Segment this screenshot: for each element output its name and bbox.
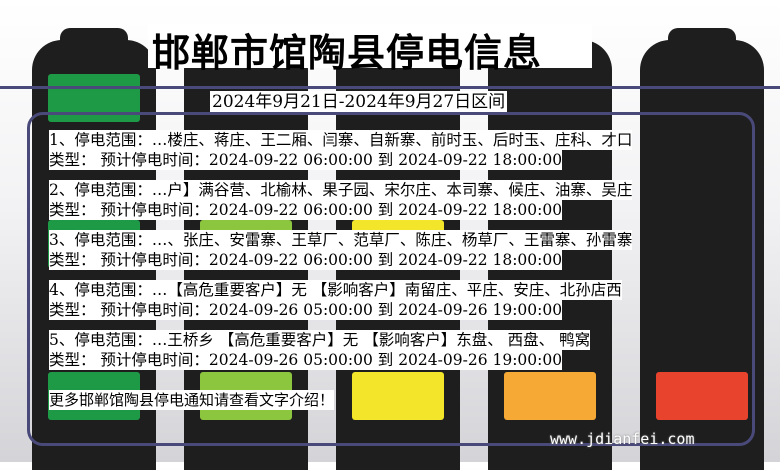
notice-5-time: 类型： 预计停电时间：2024-09-26 05:00:00 到 2024-09… xyxy=(49,350,563,370)
site-watermark: www.jdianfei.com xyxy=(550,430,695,448)
notice-3-time: 类型： 预计停电时间：2024-09-22 06:00:00 到 2024-09… xyxy=(49,250,563,270)
notice-panel xyxy=(27,112,755,446)
notice-3-area: 3、停电范围：…、张庄、安雷寨、王草厂、范草厂、陈庄、杨草厂、王雷寨、孙雷寨 xyxy=(49,230,633,250)
battery-level-segment xyxy=(504,372,596,420)
notice-4-area: 4、停电范围：…【高危重要客户】无 【影响客户】南留庄、平庄、安庄、北孙店西 xyxy=(49,280,622,300)
header-divider xyxy=(0,86,780,89)
title-background xyxy=(148,24,592,68)
battery-level-segment xyxy=(656,372,748,420)
battery-icon-5 xyxy=(640,28,764,470)
page-title: 邯郸市馆陶县停电信息 xyxy=(152,30,543,75)
notice-5-area: 5、停电范围：…王桥乡 【高危重要客户】无 【影响客户】东盘、 西盘、 鸭窝 xyxy=(49,330,591,350)
notice-2-area: 2、停电范围：…户】满谷营、北榆林、果子园、宋尔庄、本司寨、候庄、油寨、吴庄 xyxy=(49,180,633,200)
more-info-text: 更多邯郸馆陶县停电通知请查看文字介绍！ xyxy=(49,390,335,410)
battery-level-segment xyxy=(352,372,444,420)
notice-4-time: 类型： 预计停电时间：2024-09-26 05:00:00 到 2024-09… xyxy=(49,300,563,320)
notice-2-time: 类型： 预计停电时间：2024-09-22 06:00:00 到 2024-09… xyxy=(49,200,563,220)
date-range-label: 2024年9月21日-2024年9月27日区间 xyxy=(210,91,508,113)
notice-1-time: 类型： 预计停电时间：2024-09-22 06:00:00 到 2024-09… xyxy=(49,150,563,170)
notice-1-area: 1、停电范围：…楼庄、蒋庄、王二厢、闫寨、自新寨、前时玉、后时玉、庄科、才口 xyxy=(49,130,633,150)
